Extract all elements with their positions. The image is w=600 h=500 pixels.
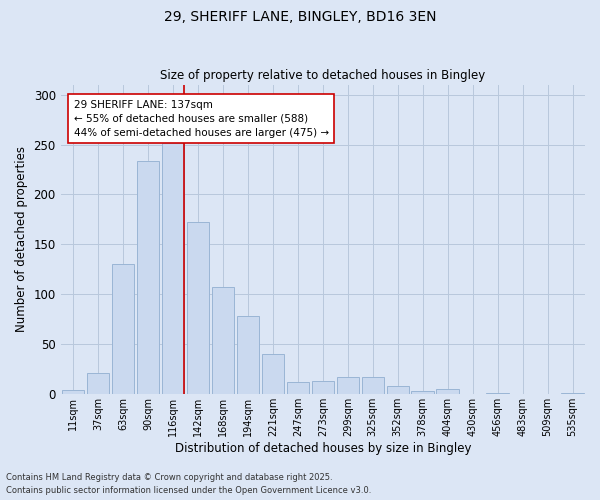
Bar [412,392,434,394]
Bar [62,390,85,394]
Text: 29, SHERIFF LANE, BINGLEY, BD16 3EN: 29, SHERIFF LANE, BINGLEY, BD16 3EN [164,10,436,24]
Bar [436,390,459,394]
X-axis label: Distribution of detached houses by size in Bingley: Distribution of detached houses by size … [175,442,471,455]
Bar [236,316,259,394]
Text: Contains HM Land Registry data © Crown copyright and database right 2025.
Contai: Contains HM Land Registry data © Crown c… [6,474,371,495]
Text: 29 SHERIFF LANE: 137sqm
← 55% of detached houses are smaller (588)
44% of semi-d: 29 SHERIFF LANE: 137sqm ← 55% of detache… [74,100,329,138]
Bar [212,288,234,395]
Y-axis label: Number of detached properties: Number of detached properties [15,146,28,332]
Bar [162,142,184,394]
Bar [112,264,134,394]
Bar [287,382,309,394]
Bar [386,386,409,394]
Bar [311,382,334,394]
Bar [87,374,109,394]
Bar [337,378,359,394]
Bar [187,222,209,394]
Bar [262,354,284,395]
Bar [137,162,159,394]
Bar [362,378,384,394]
Title: Size of property relative to detached houses in Bingley: Size of property relative to detached ho… [160,69,485,82]
